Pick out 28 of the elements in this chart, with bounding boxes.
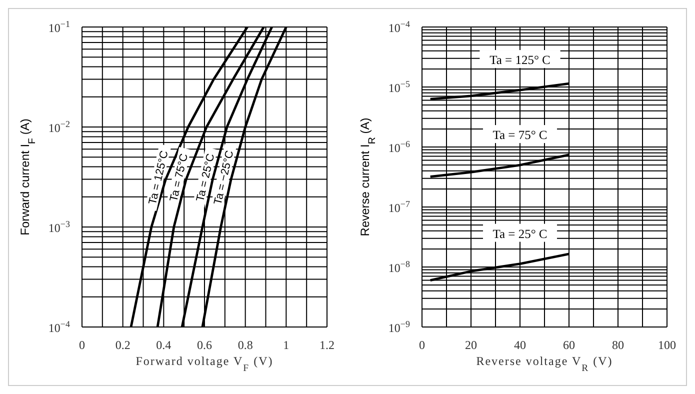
x-tick-label: 40: [514, 338, 526, 352]
x-axis-title: Forward voltage V$_{F}$ (V): [136, 354, 274, 374]
y-tick-label: 10$^{−3}$: [48, 219, 70, 235]
y-tick-label: 10$^{−1}$: [48, 19, 70, 35]
x-tick-label: 0.4: [156, 338, 172, 352]
y-tick-label: 10$^{−5}$: [388, 79, 410, 95]
x-tick-label: 0.2: [115, 338, 130, 352]
series-label: Ta = 125° C: [490, 53, 550, 68]
y-tick-label: 10$^{−7}$: [388, 199, 410, 215]
series-label: Ta = 75° C: [492, 128, 548, 142]
x-tick-label: 1: [283, 338, 290, 352]
y-tick-label: 10$^{−2}$: [48, 119, 70, 135]
x-tick-label: 60: [563, 338, 575, 352]
series-label: Ta = 25° C: [492, 226, 548, 241]
x-tick-label: 0: [79, 338, 85, 352]
x-tick-label: 20: [465, 338, 477, 352]
y-tick-label: 10$^{−8}$: [388, 259, 410, 275]
y-tick-label: 10$^{−6}$: [388, 139, 410, 155]
x-tick-label: 0.8: [238, 338, 253, 352]
y-tick-label: 10$^{−4}$: [48, 319, 70, 335]
y-tick-label: 10$^{−9}$: [388, 319, 410, 335]
x-axis-title: Reverse voltage V$_{R}$ (V): [476, 354, 613, 374]
x-tick-label: 0.6: [197, 338, 212, 352]
x-tick-label: 1.2: [320, 338, 334, 352]
x-tick-label: 80: [612, 338, 624, 352]
x-tick-label: 100: [658, 338, 676, 352]
y-tick-label: 10$^{−4}$: [388, 19, 410, 35]
x-tick-label: 0: [419, 338, 425, 352]
